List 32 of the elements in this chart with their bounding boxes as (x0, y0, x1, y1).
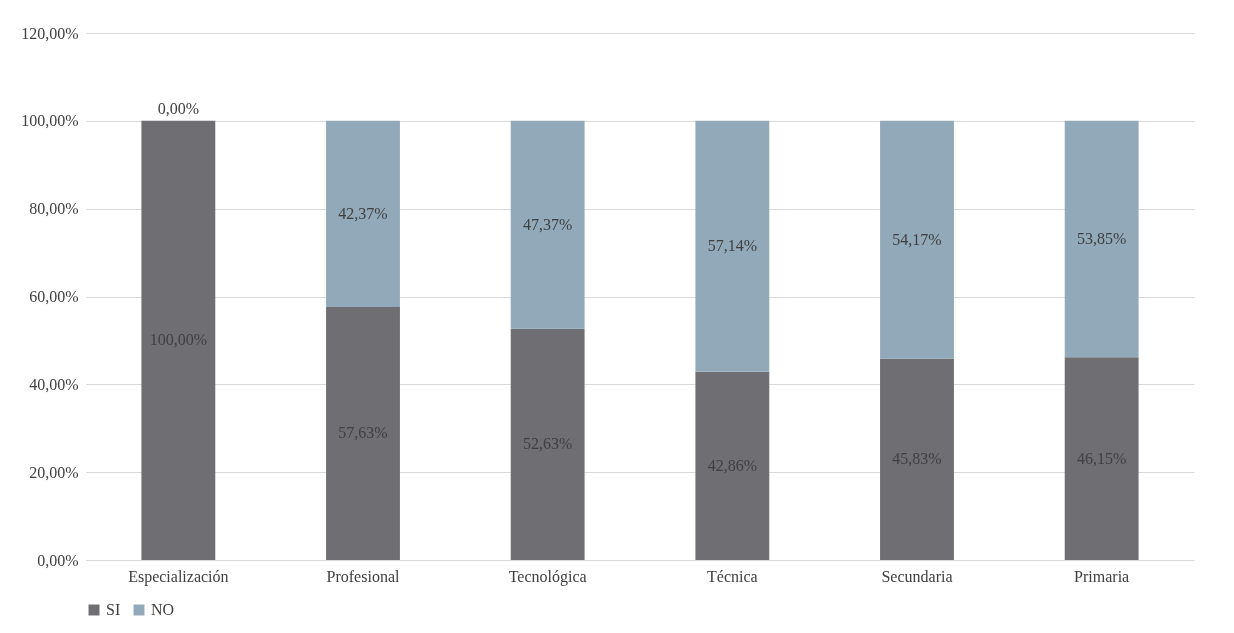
x-tick-label: Profesional (326, 567, 400, 585)
bar (1064, 357, 1139, 560)
bar (510, 120, 585, 329)
x-tick-label: Especialización (128, 567, 229, 586)
legend-label: SI (106, 601, 121, 618)
y-tick-label: 40,00% (29, 375, 79, 393)
bar (695, 371, 770, 560)
y-tick-label: 100,00% (21, 112, 79, 130)
bar (141, 120, 216, 560)
data-label: 47,37% (523, 215, 573, 233)
bar (880, 358, 954, 560)
y-tick-label: 120,00% (21, 24, 79, 42)
x-tick-label: Tecnológica (508, 567, 587, 586)
x-tick-label: Secundaria (881, 567, 953, 585)
bar (880, 120, 954, 359)
y-tick-label: 0,00% (37, 551, 79, 569)
legend-label: NO (151, 601, 175, 618)
x-tick-label: Primaria (1074, 567, 1130, 585)
y-tick-label: 20,00% (29, 463, 79, 481)
y-tick-label: 80,00% (29, 200, 79, 218)
data-label: 54,17% (892, 230, 942, 248)
data-label: 57,14% (707, 237, 757, 255)
data-label: 53,85% (1077, 230, 1127, 248)
bar (695, 120, 770, 372)
data-label: 42,37% (338, 204, 388, 222)
bar (326, 306, 400, 560)
x-tick-label: Técnica (707, 567, 758, 585)
data-label: 0,00% (157, 99, 199, 117)
y-tick-label: 60,00% (29, 288, 79, 305)
bar (510, 328, 585, 560)
bar (326, 120, 400, 307)
bar (1064, 120, 1139, 358)
